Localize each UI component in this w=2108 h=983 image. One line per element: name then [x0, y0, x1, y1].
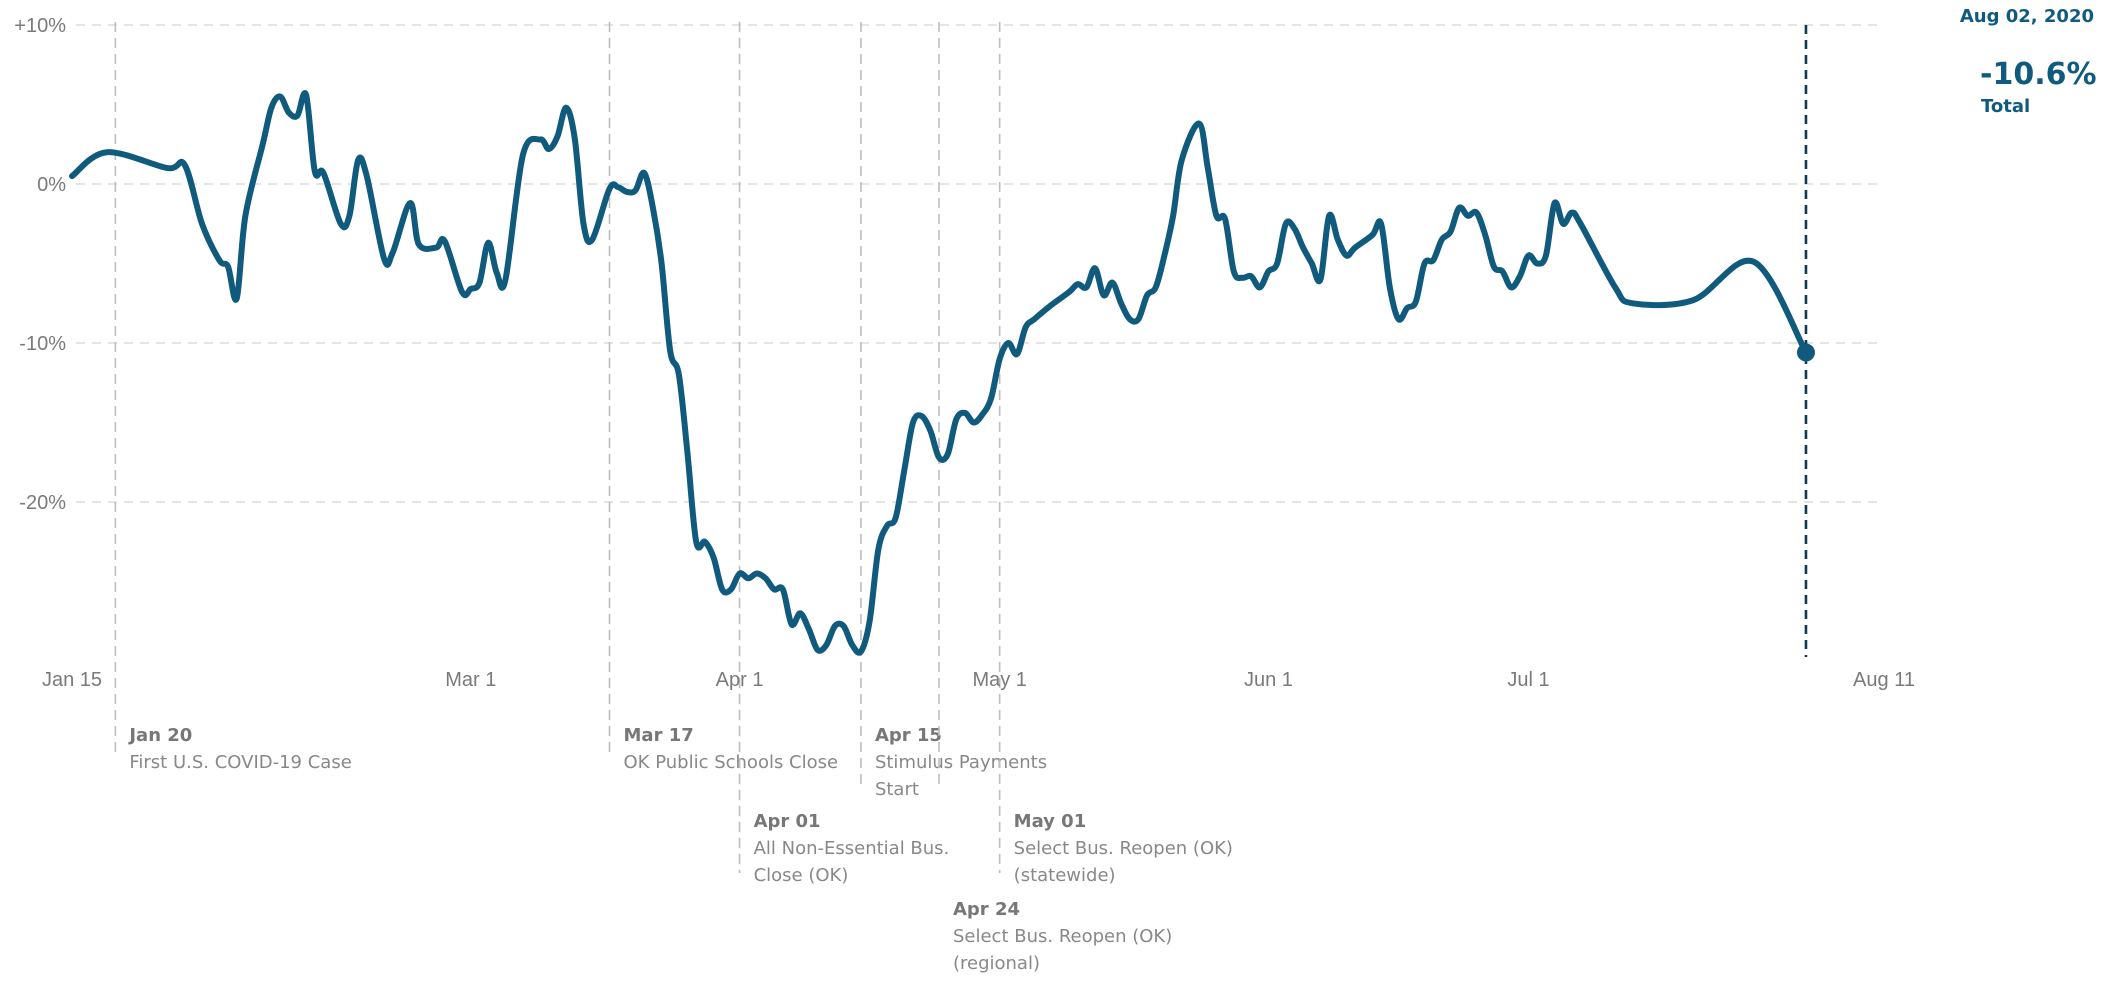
x-tick-label: Jun 1: [1244, 669, 1293, 691]
event-description: OK Public Schools Close: [624, 752, 839, 773]
y-tick-label: -20%: [19, 492, 66, 514]
event-date-label: May 01: [1014, 811, 1087, 832]
y-tick-label: +10%: [14, 15, 66, 37]
readout-point: [1796, 343, 1815, 362]
event-date-label: Apr 15: [875, 725, 942, 746]
x-tick-label: Jan 15: [42, 669, 102, 691]
event-description: (regional): [953, 953, 1040, 974]
event-description: Start: [875, 779, 919, 800]
event-date-label: Apr 01: [754, 811, 821, 832]
x-tick-label: Mar 1: [445, 669, 496, 691]
readout: Aug 02, 2020 -10.6% Total: [1960, 6, 2097, 117]
readout-label: Total: [1981, 96, 2030, 117]
readout-value: -10.6%: [1980, 57, 2097, 92]
x-tick-label: Apr 1: [716, 669, 764, 691]
event-date-label: Apr 24: [953, 899, 1020, 920]
event-description: Stimulus Payments: [875, 752, 1047, 773]
event-description: Close (OK): [754, 865, 849, 886]
y-tick-label: -10%: [19, 333, 66, 355]
gridlines: [76, 24, 1884, 503]
axis-labels: +10% 0% -10% -20% Jan 15 Mar 1 Apr 1 May 1 Jun 1…: [14, 15, 1915, 691]
x-tick-label: May 1: [972, 669, 1026, 691]
event-markers: Jan 20 First U.S. COVID-19 Case Mar 17 OK P…: [114, 22, 1233, 974]
event-description: (statewide): [1014, 865, 1116, 886]
series-line-0: [69, 90, 1809, 656]
series: [69, 25, 1815, 657]
event-date-label: Jan 20: [127, 725, 192, 746]
x-tick-label: Aug 11: [1853, 669, 1915, 691]
y-tick-label: 0%: [37, 174, 66, 196]
event-description: First U.S. COVID-19 Case: [129, 752, 351, 773]
x-tick-label: Jul 1: [1507, 669, 1549, 691]
event-description: Select Bus. Reopen (OK): [1014, 838, 1233, 859]
event-description: Select Bus. Reopen (OK): [953, 926, 1172, 947]
event-date-label: Mar 17: [624, 725, 694, 746]
readout-date: Aug 02, 2020: [1960, 6, 2094, 27]
event-description: All Non-Essential Bus.: [754, 838, 950, 859]
